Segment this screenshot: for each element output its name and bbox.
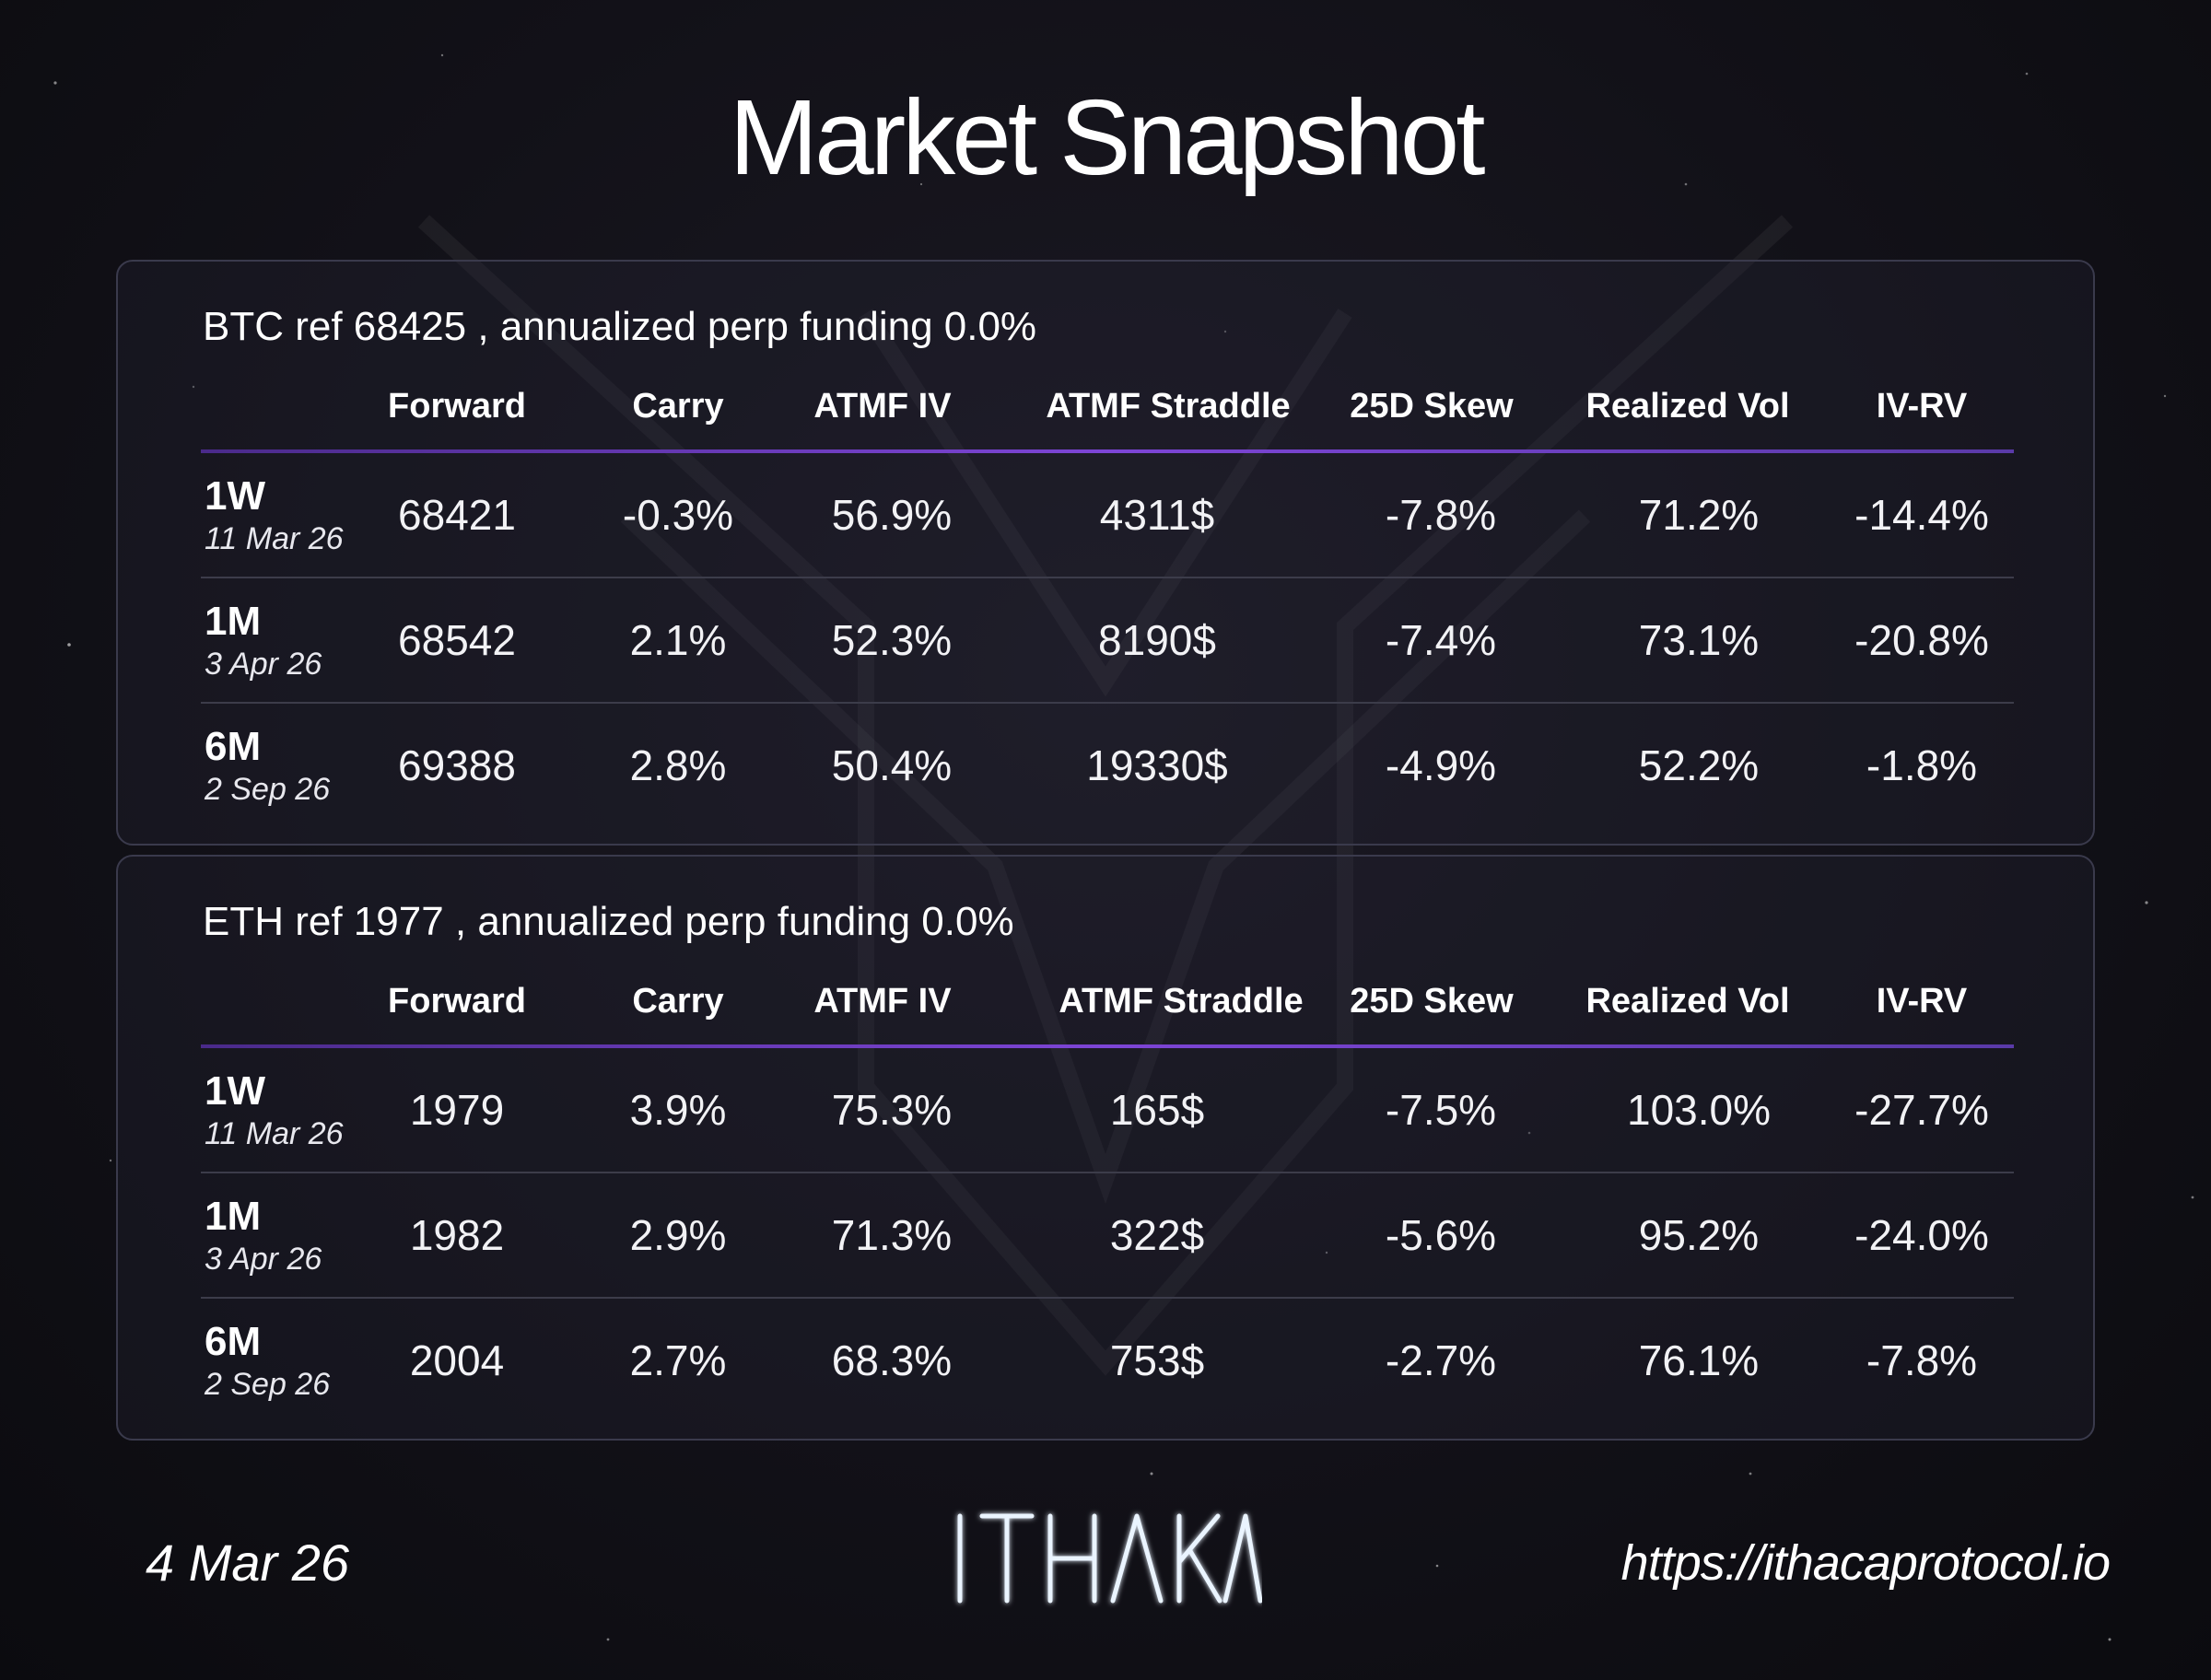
table-row: 1M 3 Apr 26 1982 2.9% 71.3% 322$ -5.6% 9… [201, 1173, 2014, 1299]
carry-value: 2.1% [629, 616, 727, 664]
atmf-iv-value: 75.3% [831, 1086, 953, 1134]
table-row: 6M 2 Sep 26 69388 2.8% 50.4% 19330$ -4.9… [201, 704, 2014, 829]
col-atmf-iv: ATMF IV [813, 982, 952, 1021]
btc-panel: BTC ref 68425 , annualized perp funding … [116, 260, 2095, 846]
col-carry: Carry [632, 387, 724, 426]
header-rule [201, 1044, 2014, 1048]
realized-vol-value: 73.1% [1638, 616, 1760, 664]
iv-rv-value: -1.8% [1866, 741, 1978, 789]
tenor-label: 6M [205, 724, 262, 769]
website-link[interactable]: https://ithacaprotocol.io [1620, 1535, 2111, 1591]
col-forward: Forward [388, 387, 526, 426]
skew-value: -7.8% [1385, 491, 1497, 539]
forward-value: 1982 [409, 1211, 505, 1259]
expiry-date: 2 Sep 26 [205, 772, 331, 807]
expiry-date: 11 Mar 26 [205, 521, 344, 556]
carry-value: -0.3% [622, 491, 734, 539]
col-realized-vol: Realized Vol [1585, 387, 1790, 426]
expiry-date: 3 Apr 26 [205, 647, 322, 682]
row-divider [201, 1172, 2014, 1173]
col-25d-skew: 25D Skew [1350, 387, 1514, 426]
col-forward: Forward [388, 982, 526, 1021]
tenor-label: 1W [205, 473, 265, 519]
expiry-date: 11 Mar 26 [205, 1116, 344, 1151]
skew-value: -2.7% [1385, 1336, 1497, 1384]
col-iv-rv: IV-RV [1876, 387, 1968, 426]
forward-value: 1979 [409, 1086, 505, 1134]
table-row: 1W 11 Mar 26 1979 3.9% 75.3% 165$ -7.5% … [201, 1048, 2014, 1173]
table-row: 6M 2 Sep 26 2004 2.7% 68.3% 753$ -2.7% 7… [201, 1299, 2014, 1424]
carry-value: 2.9% [629, 1211, 727, 1259]
carry-value: 3.9% [629, 1086, 727, 1134]
tenor-label: 1W [205, 1068, 265, 1114]
atmf-iv-value: 50.4% [831, 741, 953, 789]
iv-rv-value: -24.0% [1854, 1211, 1989, 1259]
tenor-label: 1M [205, 1194, 262, 1239]
straddle-value: 4311$ [1099, 491, 1215, 539]
straddle-value: 19330$ [1086, 741, 1228, 789]
skew-value: -7.4% [1385, 616, 1497, 664]
skew-value: -5.6% [1385, 1211, 1497, 1259]
atmf-iv-value: 56.9% [831, 491, 953, 539]
row-divider [201, 702, 2014, 704]
realized-vol-value: 76.1% [1638, 1336, 1760, 1384]
forward-value: 68421 [398, 491, 516, 539]
straddle-value: 753$ [1109, 1336, 1205, 1384]
atmf-iv-value: 68.3% [831, 1336, 953, 1384]
header-rule [201, 449, 2014, 453]
tenor-label: 1M [205, 599, 262, 644]
snapshot-date: 4 Mar 26 [146, 1534, 349, 1592]
row-divider [201, 1297, 2014, 1299]
iv-rv-value: -7.8% [1866, 1336, 1978, 1384]
carry-value: 2.7% [629, 1336, 727, 1384]
col-atmf-straddle: ATMF Straddle [1046, 387, 1291, 426]
page-title: Market Snapshot [729, 77, 1486, 197]
col-atmf-straddle: ATMF Straddle [1059, 982, 1304, 1021]
expiry-date: 2 Sep 26 [205, 1367, 331, 1402]
eth-panel: ETH ref 1977 , annualized perp funding 0… [116, 855, 2095, 1441]
tenor-label: 6M [205, 1319, 262, 1364]
carry-value: 2.8% [629, 741, 727, 789]
straddle-value: 165$ [1109, 1086, 1205, 1134]
table-row: 1W 11 Mar 26 68421 -0.3% 56.9% 4311$ -7.… [201, 453, 2014, 578]
col-iv-rv: IV-RV [1876, 982, 1968, 1021]
realized-vol-value: 103.0% [1626, 1086, 1772, 1134]
btc-panel-header: BTC ref 68425 , annualized perp funding … [203, 304, 1037, 349]
forward-value: 68542 [398, 616, 516, 664]
ithaka-logo [957, 1513, 1262, 1604]
skew-value: -7.5% [1385, 1086, 1497, 1134]
col-realized-vol: Realized Vol [1585, 982, 1790, 1021]
iv-rv-value: -20.8% [1854, 616, 1989, 664]
expiry-date: 3 Apr 26 [205, 1242, 322, 1277]
realized-vol-value: 95.2% [1638, 1211, 1760, 1259]
realized-vol-value: 52.2% [1638, 741, 1760, 789]
straddle-value: 322$ [1109, 1211, 1205, 1259]
skew-value: -4.9% [1385, 741, 1497, 789]
forward-value: 69388 [398, 741, 516, 789]
iv-rv-value: -14.4% [1854, 491, 1989, 539]
row-divider [201, 577, 2014, 578]
col-carry: Carry [632, 982, 724, 1021]
atmf-iv-value: 71.3% [831, 1211, 953, 1259]
col-atmf-iv: ATMF IV [813, 387, 952, 426]
col-25d-skew: 25D Skew [1350, 982, 1514, 1021]
forward-value: 2004 [409, 1336, 505, 1384]
straddle-value: 8190$ [1098, 616, 1216, 664]
iv-rv-value: -27.7% [1854, 1086, 1989, 1134]
table-row: 1M 3 Apr 26 68542 2.1% 52.3% 8190$ -7.4%… [201, 578, 2014, 704]
eth-panel-header: ETH ref 1977 , annualized perp funding 0… [203, 899, 1014, 944]
atmf-iv-value: 52.3% [831, 616, 953, 664]
realized-vol-value: 71.2% [1638, 491, 1760, 539]
